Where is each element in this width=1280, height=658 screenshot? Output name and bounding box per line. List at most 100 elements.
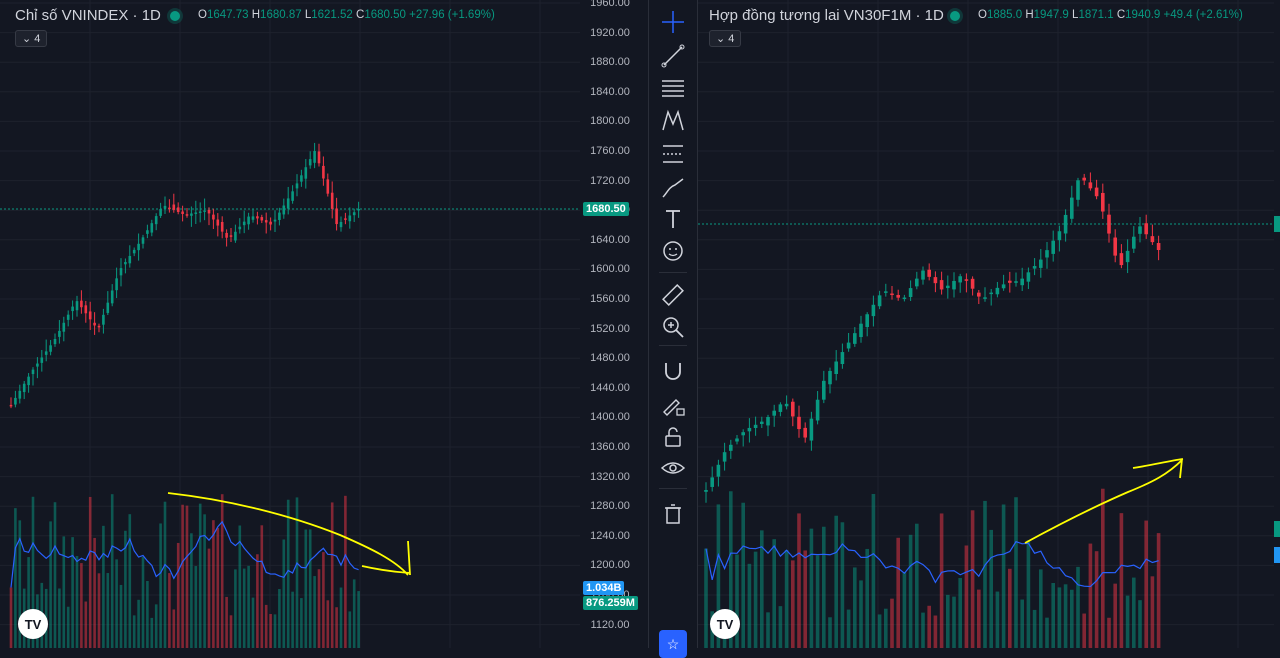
candle-body bbox=[18, 390, 22, 399]
unlock-tool-button[interactable] bbox=[659, 423, 687, 451]
horizontal-lines-tool-button[interactable] bbox=[659, 74, 687, 102]
candle-body bbox=[80, 300, 83, 308]
trash-tool-button[interactable] bbox=[659, 500, 687, 528]
price-axis-label: 1920.00 bbox=[590, 26, 630, 39]
tradingview-logo-left[interactable]: TV bbox=[18, 609, 48, 639]
zoom-in-icon bbox=[663, 317, 684, 338]
volume-bar bbox=[106, 573, 110, 648]
volume-bar bbox=[1107, 617, 1111, 648]
volume-bar bbox=[877, 614, 882, 648]
lock-draw-tool-button[interactable] bbox=[659, 390, 687, 418]
price-axis-label: 1720.00 bbox=[590, 174, 630, 187]
candle-body bbox=[27, 376, 30, 386]
trend-line-icon bbox=[661, 44, 685, 68]
candle-body bbox=[58, 330, 61, 337]
crosshair-tool-button[interactable] bbox=[659, 8, 687, 36]
volume-bar bbox=[735, 554, 739, 648]
right-indicators-toggle[interactable]: ⌄ 4 bbox=[709, 30, 742, 47]
right-chart-title[interactable]: Hợp đồng tương lai VN30F1M · 1D bbox=[709, 7, 944, 24]
volume-bar bbox=[859, 580, 863, 648]
left-chart-title[interactable]: Chỉ số VNINDEX · 1D bbox=[15, 7, 161, 24]
candle-body bbox=[704, 490, 708, 492]
volume-bar bbox=[958, 578, 962, 648]
candle-body bbox=[1045, 250, 1049, 258]
brush-icon bbox=[662, 178, 684, 198]
fib-tool-button[interactable] bbox=[659, 140, 687, 168]
volume-bar bbox=[908, 534, 913, 648]
trend-line-tool-button[interactable] bbox=[659, 42, 687, 70]
volume-bar bbox=[995, 591, 1000, 648]
favorites-tool-button[interactable]: ☆ bbox=[659, 630, 687, 658]
candle-body bbox=[168, 207, 171, 210]
volume-bar bbox=[1125, 595, 1130, 648]
tradingview-logo-right[interactable]: TV bbox=[710, 609, 740, 639]
candle-body bbox=[335, 208, 338, 225]
volume-bar bbox=[357, 591, 360, 648]
volume-bar bbox=[803, 550, 807, 648]
price-axis-label: 1520.00 bbox=[590, 322, 630, 335]
price-axis-label: 1560.00 bbox=[590, 293, 630, 305]
price-axis-label: 1400.00 bbox=[590, 411, 630, 424]
candle-body bbox=[1082, 177, 1086, 181]
price-axis-label: 1480.00 bbox=[590, 352, 630, 365]
crosshair-icon bbox=[662, 11, 684, 33]
candle-body bbox=[840, 352, 845, 365]
candle-body bbox=[190, 213, 193, 216]
volume-bar bbox=[760, 530, 764, 648]
volume-bar bbox=[194, 566, 198, 648]
brush-tool-button[interactable] bbox=[659, 173, 687, 201]
volume-bar bbox=[49, 521, 52, 648]
candle-body bbox=[822, 380, 826, 400]
volume-bar bbox=[890, 598, 894, 648]
volume-bar bbox=[238, 525, 242, 648]
right-market-status-dot bbox=[950, 11, 960, 21]
candle-body bbox=[1138, 226, 1142, 234]
zoom-in-tool-button[interactable] bbox=[659, 313, 687, 341]
candle-body bbox=[828, 370, 832, 385]
price-axis-label: 1960.00 bbox=[590, 0, 630, 9]
candle-body bbox=[339, 221, 343, 228]
text-tool-button[interactable] bbox=[659, 205, 687, 233]
candle-body bbox=[330, 192, 334, 209]
candle-body bbox=[71, 306, 74, 312]
left-chart-canvas[interactable] bbox=[0, 0, 645, 648]
right-chart-pane[interactable]: Hợp đồng tương lai VN30F1M · 1D O1885.0 … bbox=[698, 0, 1280, 648]
candle-body bbox=[286, 198, 290, 209]
candle-body bbox=[128, 255, 132, 264]
candle-body bbox=[44, 351, 48, 355]
volume-bar bbox=[1119, 513, 1124, 648]
candle-body bbox=[242, 221, 246, 226]
candle-body bbox=[115, 278, 118, 291]
candle-body bbox=[31, 369, 35, 375]
left-chart-pane[interactable]: Chỉ số VNINDEX · 1D O1647.73 H1680.87 L1… bbox=[0, 0, 645, 648]
right-volume-tag-stub-2 bbox=[1274, 547, 1280, 563]
emoji-tool-button[interactable] bbox=[659, 237, 687, 265]
candle-body bbox=[295, 183, 299, 189]
hand-drawn-up-arrow bbox=[1024, 458, 1184, 544]
magnet-tool-button[interactable] bbox=[659, 357, 687, 385]
candle-body bbox=[902, 297, 907, 300]
candle-body bbox=[282, 205, 286, 215]
volume-bar bbox=[132, 615, 136, 648]
candle-body bbox=[989, 292, 993, 295]
candle-body bbox=[1107, 214, 1111, 234]
volume-bar bbox=[1113, 583, 1117, 648]
price-axis-label: 1840.00 bbox=[590, 85, 630, 98]
left-indicators-toggle[interactable]: ⌄ 4 bbox=[15, 30, 48, 47]
right-chart-canvas[interactable] bbox=[698, 0, 1280, 648]
volume-bar bbox=[53, 502, 57, 648]
candle-body bbox=[710, 477, 714, 487]
volume-bar bbox=[753, 551, 758, 648]
ruler-tool-button[interactable] bbox=[659, 281, 687, 309]
candle-body bbox=[766, 416, 770, 426]
volume-bar bbox=[352, 579, 356, 648]
eye-tool-button[interactable] bbox=[659, 454, 687, 482]
volume-bar bbox=[989, 529, 993, 648]
pattern-tool-button[interactable] bbox=[659, 106, 687, 134]
volume-bar bbox=[339, 587, 343, 648]
price-axis-label: 1280.00 bbox=[590, 500, 630, 513]
volume-bar bbox=[251, 597, 255, 648]
left-price-axis[interactable]: 1960.00 1920.00 1880.00 1840.00 1800.00 1760.… bbox=[580, 0, 640, 648]
candle-body bbox=[207, 209, 211, 214]
candle-body bbox=[716, 464, 721, 477]
